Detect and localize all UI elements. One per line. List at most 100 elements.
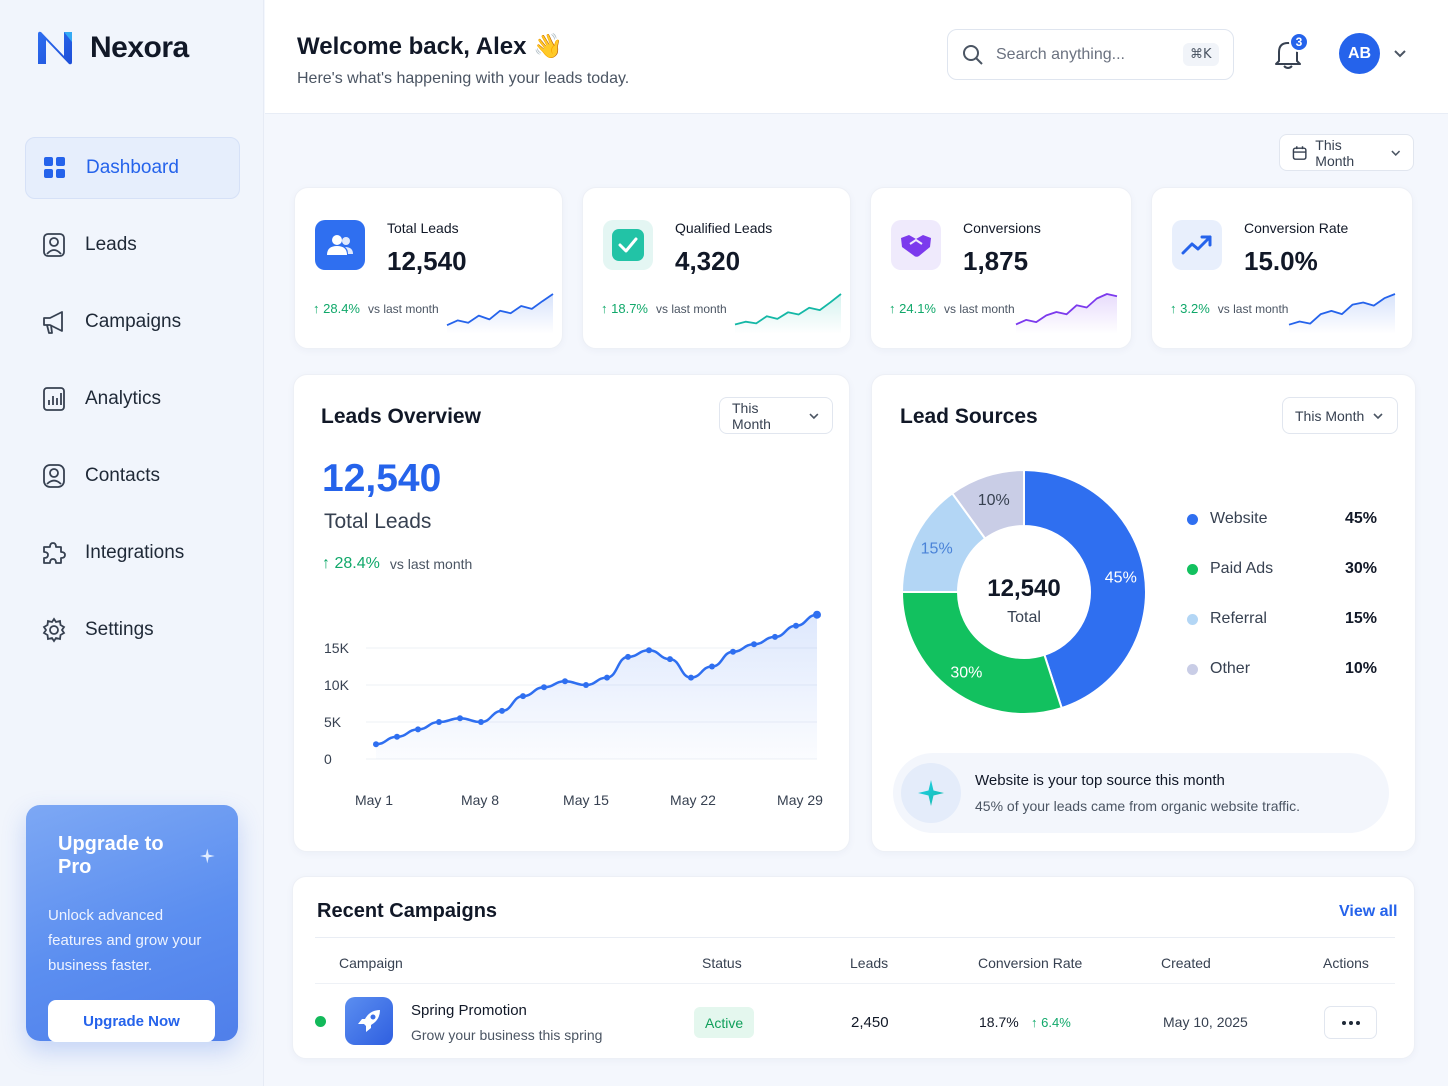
data-point[interactable]	[604, 674, 610, 681]
sidebar-item-campaigns[interactable]: Campaigns	[25, 291, 240, 353]
sparkline-line	[1015, 293, 1118, 326]
welcome-title: Welcome back, Alex 👋	[297, 33, 563, 60]
stat-label: Conversion Rate	[1244, 220, 1349, 236]
data-point[interactable]	[457, 715, 463, 722]
legend-label: Paid Ads	[1210, 560, 1274, 577]
status-dot	[315, 1016, 326, 1027]
data-point[interactable]	[415, 726, 421, 733]
stat-label: Conversions	[963, 220, 1041, 236]
data-point[interactable]	[520, 693, 526, 700]
sidebar-item-leads[interactable]: Leads	[25, 214, 240, 276]
sidebar-item-dashboard[interactable]: Dashboard	[25, 137, 240, 199]
more-actions-button[interactable]	[1324, 1006, 1377, 1039]
user-card-icon	[41, 232, 67, 258]
x-tick-label: May 8	[461, 792, 499, 808]
column-header-created[interactable]: Created	[1161, 955, 1211, 971]
legend-label: Website	[1210, 510, 1268, 527]
data-point[interactable]	[772, 633, 778, 640]
contact-icon	[41, 463, 67, 489]
y-tick-label: 15K	[324, 640, 350, 656]
donut-slice-other[interactable]	[950, 468, 1025, 541]
stat-value: 12,540	[387, 246, 467, 276]
data-point[interactable]	[751, 641, 757, 648]
donut-slice-label: 30%	[950, 664, 982, 681]
data-point[interactable]	[646, 647, 652, 654]
recent-campaigns-title: Recent Campaigns	[317, 900, 498, 922]
legend-value: 45%	[1344, 510, 1377, 527]
stat-card-total-leads[interactable]: Total Leads 12,540 ↑ 28.4% vs last month	[294, 187, 563, 349]
sidebar-nav: Dashboard Leads Campaigns Analytics Cont…	[25, 137, 240, 676]
sidebar-item-settings[interactable]: Settings	[25, 599, 240, 661]
legend-value: 15%	[1344, 610, 1377, 627]
brand[interactable]: Nexora	[36, 30, 189, 66]
period-select[interactable]: This Month	[1279, 134, 1414, 171]
data-point[interactable]	[394, 733, 400, 740]
campaign-name[interactable]: Spring Promotion	[411, 1002, 527, 1019]
avatar[interactable]: AB	[1339, 33, 1380, 74]
data-point[interactable]	[793, 622, 799, 629]
column-header-status[interactable]: Status	[702, 955, 742, 971]
stat-label: Total Leads	[387, 220, 459, 236]
sparkline-area	[1289, 294, 1395, 334]
stat-delta-number: 3.2%	[1180, 301, 1210, 316]
overview-total-label: Total Leads	[324, 510, 432, 533]
stat-delta: ↑ 28.4% vs last month	[313, 301, 439, 316]
data-point[interactable]	[625, 653, 631, 660]
sparkline	[1015, 293, 1118, 334]
series-line	[375, 613, 818, 746]
stat-delta-text: vs last month	[368, 301, 439, 316]
stat-delta-number: 28.4%	[323, 301, 360, 316]
upgrade-card: Upgrade to Pro Unlock advanced features …	[26, 805, 238, 1042]
view-all-link[interactable]: View all	[1339, 903, 1398, 920]
data-point[interactable]	[667, 656, 673, 663]
sidebar-item-analytics[interactable]: Analytics	[25, 368, 240, 430]
bar-chart-icon	[41, 386, 67, 412]
stat-card-qualified-leads[interactable]: Qualified Leads 4,320 ↑ 18.7% vs last mo…	[582, 187, 851, 349]
data-point[interactable]	[813, 610, 821, 619]
grid-icon	[42, 155, 68, 181]
overview-period-select[interactable]: This Month	[719, 397, 833, 434]
sidebar-item-contacts[interactable]: Contacts	[25, 445, 240, 507]
search-box[interactable]: ⌘K	[947, 29, 1234, 80]
chevron-down-icon[interactable]	[1393, 46, 1407, 60]
donut-slice-label: 15%	[921, 541, 953, 558]
column-header-conversion-rate[interactable]: Conversion Rate	[978, 955, 1083, 971]
legend-dot	[1187, 513, 1198, 525]
upgrade-now-button[interactable]: Upgrade Now	[48, 1000, 215, 1042]
x-tick-label: May 29	[777, 792, 823, 808]
data-point[interactable]	[730, 648, 736, 655]
sparkline-area	[735, 294, 841, 334]
stat-delta-value: ↑ 18.7%	[601, 301, 648, 316]
stat-card-conversion-rate[interactable]: Conversion Rate 15.0% ↑ 3.2% vs last mon…	[1151, 187, 1413, 349]
legend-label: Referral	[1210, 610, 1267, 627]
search-icon	[963, 44, 983, 65]
search-input[interactable]	[996, 45, 1171, 64]
data-point[interactable]	[499, 707, 505, 714]
data-point[interactable]	[709, 663, 715, 670]
data-point[interactable]	[541, 684, 547, 691]
stat-value: 15.0%	[1244, 246, 1318, 276]
data-point[interactable]	[583, 682, 589, 688]
donut-slice-label: 10%	[978, 492, 1010, 509]
column-header-campaign[interactable]: Campaign	[339, 955, 403, 971]
sources-period-select[interactable]: This Month	[1282, 397, 1398, 434]
data-point[interactable]	[436, 719, 442, 725]
trend-up-icon	[1172, 220, 1222, 270]
column-header-leads[interactable]: Leads	[850, 955, 889, 971]
data-point[interactable]	[688, 674, 694, 681]
campaign-leads: 2,450	[851, 1014, 889, 1031]
sidebar-item-integrations[interactable]: Integrations	[25, 522, 240, 584]
data-point[interactable]	[562, 678, 568, 685]
sidebar-item-label: Settings	[85, 619, 154, 640]
campaign-rate: 18.7%	[979, 1014, 1019, 1030]
column-header-actions[interactable]: Actions	[1323, 955, 1369, 971]
notification-badge: 3	[1289, 32, 1309, 52]
donut-slice-paid-ads[interactable]	[900, 591, 1063, 715]
data-point[interactable]	[373, 741, 379, 748]
insight-text: 45% of your leads came from organic webs…	[975, 798, 1301, 814]
donut-slice-website[interactable]	[1023, 468, 1147, 710]
sidebar-item-label: Campaigns	[85, 311, 182, 332]
stat-card-conversions[interactable]: Conversions 1,875 ↑ 24.1% vs last month	[870, 187, 1132, 349]
handshake-icon	[891, 220, 941, 270]
data-point[interactable]	[478, 719, 484, 725]
